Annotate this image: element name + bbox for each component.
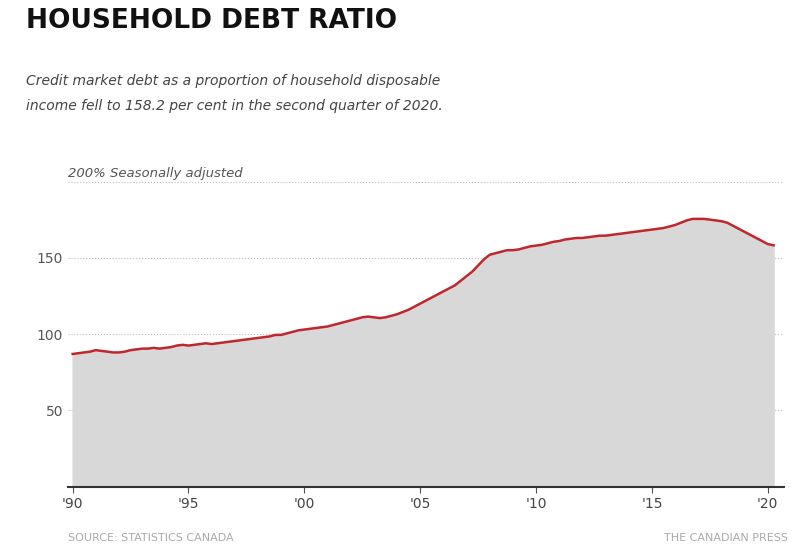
Text: Credit market debt as a proportion of household disposable: Credit market debt as a proportion of ho… [26,74,441,88]
Text: 158.2%: 158.2% [652,89,739,108]
Text: Q2 2020: Q2 2020 [660,37,731,52]
Text: HOUSEHOLD DEBT RATIO: HOUSEHOLD DEBT RATIO [26,8,398,34]
Text: 200% Seasonally adjusted: 200% Seasonally adjusted [68,167,242,180]
Text: THE CANADIAN PRESS: THE CANADIAN PRESS [664,534,788,543]
Text: income fell to 158.2 per cent in the second quarter of 2020.: income fell to 158.2 per cent in the sec… [26,99,443,113]
Text: SOURCE: STATISTICS CANADA: SOURCE: STATISTICS CANADA [68,534,234,543]
